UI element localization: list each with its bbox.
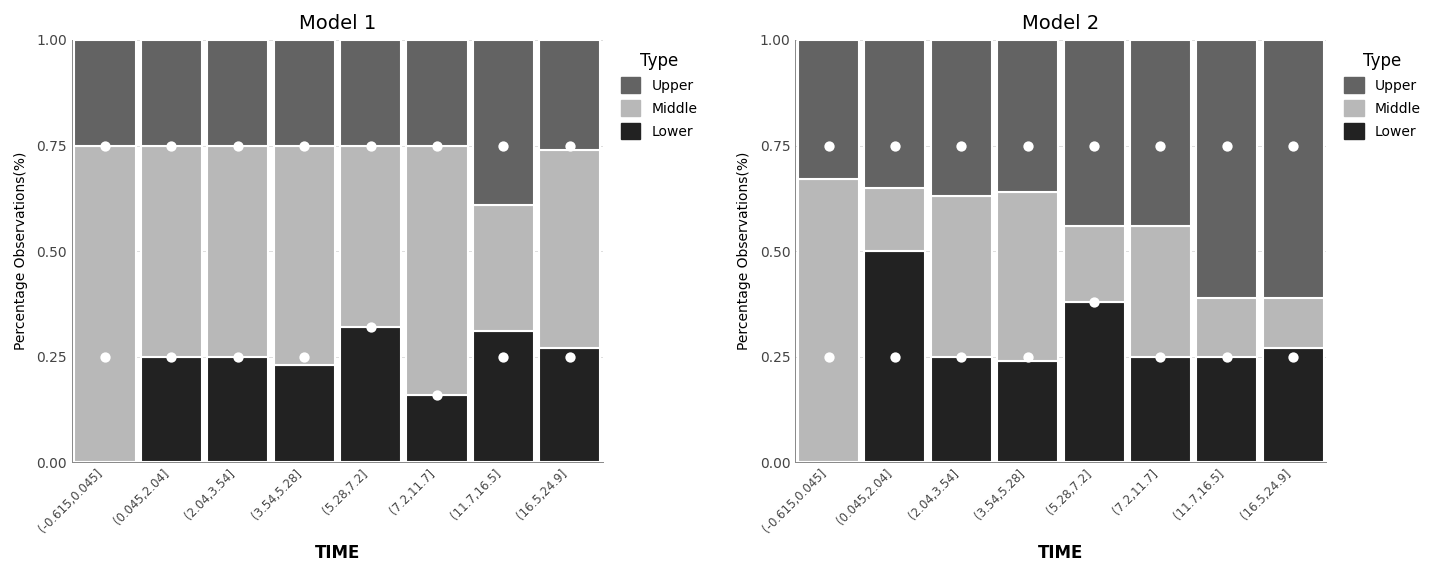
Bar [406,40,468,146]
Point [160,141,183,150]
Point [1215,141,1238,150]
Bar [1197,357,1257,462]
Bar [274,40,334,146]
Bar [930,357,992,462]
Bar [996,40,1058,192]
Legend: Upper, Middle, Lower: Upper, Middle, Lower [615,47,703,145]
Point [226,141,249,150]
Title: Model 1: Model 1 [298,14,376,33]
Point [1282,141,1305,150]
Bar [1064,226,1125,302]
Point [359,323,382,332]
Point [94,141,117,150]
Bar [1064,302,1125,462]
Point [816,352,840,361]
Bar [798,40,860,179]
Bar [539,348,600,462]
Bar [1130,357,1191,462]
Bar [75,146,135,462]
Bar [472,40,534,204]
Point [950,141,973,150]
Point [425,141,448,150]
Point [359,141,382,150]
Bar [539,150,600,348]
Bar [472,331,534,462]
Point [492,141,516,150]
Bar [539,40,600,150]
Title: Model 2: Model 2 [1022,14,1100,33]
Point [94,352,117,361]
Point [1215,352,1238,361]
Point [425,390,448,399]
Bar [274,146,334,365]
Point [1149,141,1172,150]
Bar [864,251,926,462]
Bar [864,40,926,188]
Y-axis label: Percentage Observations(%): Percentage Observations(%) [737,152,752,350]
Point [1083,141,1106,150]
Bar [798,179,860,462]
Point [950,352,973,361]
Bar [472,204,534,331]
Y-axis label: Percentage Observations(%): Percentage Observations(%) [14,152,27,350]
Point [1149,352,1172,361]
Bar [1130,226,1191,357]
Point [492,352,516,361]
Bar [207,357,268,462]
Point [292,141,315,150]
Point [1017,352,1040,361]
Bar [207,40,268,146]
Bar [141,146,202,357]
X-axis label: TIME: TIME [315,544,360,562]
Bar [1197,40,1257,298]
X-axis label: TIME: TIME [1038,544,1083,562]
Bar [996,192,1058,361]
Bar [274,365,334,462]
Legend: Upper, Middle, Lower: Upper, Middle, Lower [1339,47,1427,145]
Bar [406,395,468,462]
Bar [930,196,992,357]
Bar [1064,40,1125,226]
Bar [141,40,202,146]
Point [559,141,582,150]
Bar [207,146,268,357]
Point [1083,297,1106,306]
Bar [340,40,402,146]
Bar [75,40,135,146]
Bar [1263,348,1323,462]
Point [559,352,582,361]
Bar [930,40,992,196]
Bar [406,146,468,395]
Point [883,352,906,361]
Point [1017,141,1040,150]
Bar [864,188,926,251]
Point [226,352,249,361]
Bar [1130,40,1191,226]
Point [160,352,183,361]
Bar [1263,298,1323,348]
Bar [340,146,402,327]
Point [816,141,840,150]
Point [292,352,315,361]
Bar [996,361,1058,462]
Bar [340,327,402,462]
Bar [1263,40,1323,298]
Point [1282,352,1305,361]
Bar [141,357,202,462]
Bar [1197,298,1257,357]
Point [883,141,906,150]
